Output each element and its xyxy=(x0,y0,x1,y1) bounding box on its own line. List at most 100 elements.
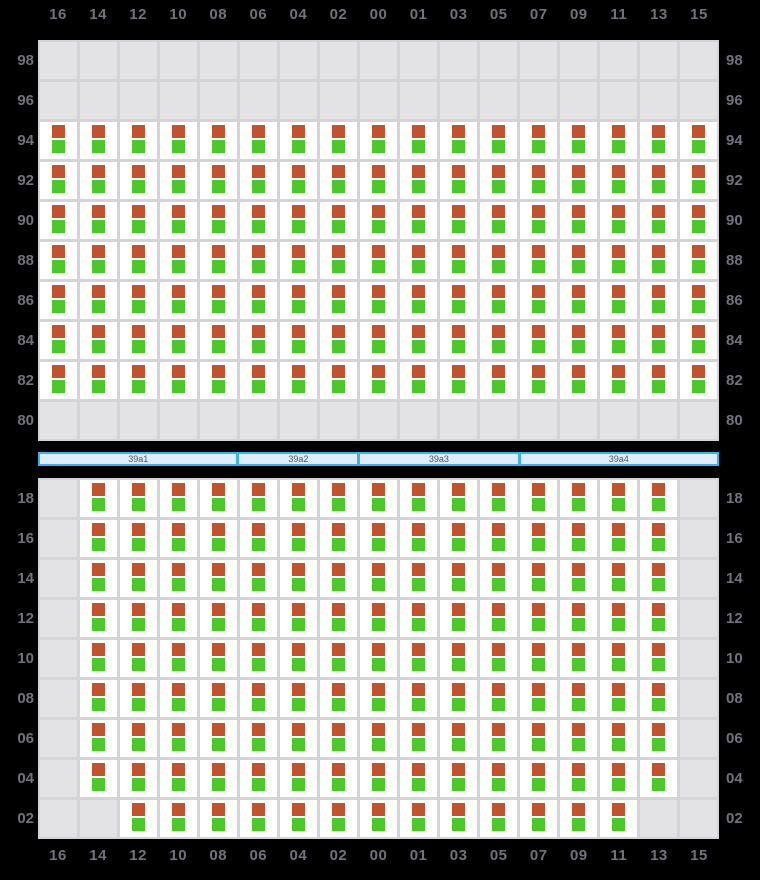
slot-cell-occupied[interactable] xyxy=(80,322,117,359)
slot-cell-occupied[interactable] xyxy=(400,480,437,517)
slot-cell-occupied[interactable] xyxy=(120,600,157,637)
slot-cell-occupied[interactable] xyxy=(280,680,317,717)
slot-cell-occupied[interactable] xyxy=(40,242,77,279)
slot-cell-occupied[interactable] xyxy=(560,480,597,517)
slot-cell-occupied[interactable] xyxy=(280,560,317,597)
slot-cell-empty[interactable] xyxy=(360,402,397,439)
slot-cell-occupied[interactable] xyxy=(440,322,477,359)
slot-cell-occupied[interactable] xyxy=(240,720,277,757)
slot-cell-occupied[interactable] xyxy=(640,362,677,399)
hatch-segment-39a2[interactable]: 39a2 xyxy=(236,454,357,464)
slot-cell-occupied[interactable] xyxy=(400,680,437,717)
slot-cell-empty[interactable] xyxy=(680,760,717,797)
slot-cell-occupied[interactable] xyxy=(520,322,557,359)
slot-cell-empty[interactable] xyxy=(560,42,597,79)
slot-cell-occupied[interactable] xyxy=(360,282,397,319)
slot-cell-occupied[interactable] xyxy=(680,162,717,199)
slot-cell-occupied[interactable] xyxy=(640,520,677,557)
slot-cell-occupied[interactable] xyxy=(520,242,557,279)
slot-cell-occupied[interactable] xyxy=(440,362,477,399)
slot-cell-occupied[interactable] xyxy=(240,800,277,837)
hatch-segment-39a3[interactable]: 39a3 xyxy=(357,454,517,464)
slot-cell-occupied[interactable] xyxy=(120,640,157,677)
slot-cell-occupied[interactable] xyxy=(240,202,277,239)
slot-cell-occupied[interactable] xyxy=(160,520,197,557)
slot-cell-occupied[interactable] xyxy=(480,560,517,597)
slot-cell-occupied[interactable] xyxy=(160,680,197,717)
slot-cell-occupied[interactable] xyxy=(600,800,637,837)
slot-cell-empty[interactable] xyxy=(680,560,717,597)
slot-cell-occupied[interactable] xyxy=(560,560,597,597)
slot-cell-empty[interactable] xyxy=(560,82,597,119)
slot-cell-occupied[interactable] xyxy=(360,162,397,199)
slot-cell-occupied[interactable] xyxy=(160,800,197,837)
slot-cell-occupied[interactable] xyxy=(80,680,117,717)
slot-cell-occupied[interactable] xyxy=(200,362,237,399)
slot-cell-occupied[interactable] xyxy=(640,560,677,597)
slot-cell-empty[interactable] xyxy=(200,402,237,439)
slot-cell-occupied[interactable] xyxy=(240,322,277,359)
slot-cell-empty[interactable] xyxy=(400,402,437,439)
slot-cell-occupied[interactable] xyxy=(320,242,357,279)
slot-cell-occupied[interactable] xyxy=(320,122,357,159)
hatch-segment-39a1[interactable]: 39a1 xyxy=(40,454,236,464)
slot-cell-empty[interactable] xyxy=(80,42,117,79)
slot-cell-empty[interactable] xyxy=(40,560,77,597)
slot-cell-occupied[interactable] xyxy=(360,560,397,597)
slot-cell-occupied[interactable] xyxy=(400,600,437,637)
slot-cell-empty[interactable] xyxy=(680,680,717,717)
slot-cell-occupied[interactable] xyxy=(160,640,197,677)
slot-cell-occupied[interactable] xyxy=(640,322,677,359)
slot-cell-occupied[interactable] xyxy=(360,680,397,717)
slot-cell-occupied[interactable] xyxy=(120,162,157,199)
slot-cell-occupied[interactable] xyxy=(200,162,237,199)
slot-cell-occupied[interactable] xyxy=(240,480,277,517)
slot-cell-occupied[interactable] xyxy=(400,202,437,239)
slot-cell-occupied[interactable] xyxy=(200,760,237,797)
slot-cell-empty[interactable] xyxy=(640,42,677,79)
slot-cell-empty[interactable] xyxy=(240,402,277,439)
slot-cell-occupied[interactable] xyxy=(640,680,677,717)
slot-cell-occupied[interactable] xyxy=(640,122,677,159)
slot-cell-occupied[interactable] xyxy=(80,720,117,757)
slot-cell-occupied[interactable] xyxy=(160,162,197,199)
slot-cell-empty[interactable] xyxy=(560,402,597,439)
slot-cell-occupied[interactable] xyxy=(320,480,357,517)
slot-cell-occupied[interactable] xyxy=(240,162,277,199)
slot-cell-occupied[interactable] xyxy=(640,760,677,797)
slot-cell-occupied[interactable] xyxy=(680,242,717,279)
slot-cell-occupied[interactable] xyxy=(600,720,637,757)
slot-cell-occupied[interactable] xyxy=(520,202,557,239)
slot-cell-occupied[interactable] xyxy=(320,760,357,797)
slot-cell-occupied[interactable] xyxy=(240,680,277,717)
slot-cell-occupied[interactable] xyxy=(520,480,557,517)
slot-cell-occupied[interactable] xyxy=(400,122,437,159)
slot-cell-occupied[interactable] xyxy=(560,680,597,717)
slot-cell-occupied[interactable] xyxy=(40,122,77,159)
slot-cell-empty[interactable] xyxy=(160,42,197,79)
slot-cell-occupied[interactable] xyxy=(240,122,277,159)
slot-cell-occupied[interactable] xyxy=(200,800,237,837)
slot-cell-occupied[interactable] xyxy=(560,720,597,757)
slot-cell-occupied[interactable] xyxy=(160,282,197,319)
slot-cell-empty[interactable] xyxy=(640,800,677,837)
slot-cell-occupied[interactable] xyxy=(120,322,157,359)
slot-cell-occupied[interactable] xyxy=(120,480,157,517)
slot-cell-occupied[interactable] xyxy=(520,800,557,837)
slot-cell-occupied[interactable] xyxy=(280,640,317,677)
slot-cell-empty[interactable] xyxy=(120,42,157,79)
slot-cell-empty[interactable] xyxy=(320,82,357,119)
slot-cell-occupied[interactable] xyxy=(80,640,117,677)
hatch-segment-39a4[interactable]: 39a4 xyxy=(517,454,717,464)
slot-cell-occupied[interactable] xyxy=(440,800,477,837)
slot-cell-occupied[interactable] xyxy=(440,480,477,517)
slot-cell-empty[interactable] xyxy=(680,480,717,517)
slot-cell-occupied[interactable] xyxy=(520,600,557,637)
slot-cell-empty[interactable] xyxy=(680,402,717,439)
slot-cell-occupied[interactable] xyxy=(280,322,317,359)
slot-cell-occupied[interactable] xyxy=(280,202,317,239)
slot-cell-occupied[interactable] xyxy=(520,720,557,757)
slot-cell-occupied[interactable] xyxy=(440,640,477,677)
slot-cell-empty[interactable] xyxy=(240,82,277,119)
slot-cell-occupied[interactable] xyxy=(280,600,317,637)
